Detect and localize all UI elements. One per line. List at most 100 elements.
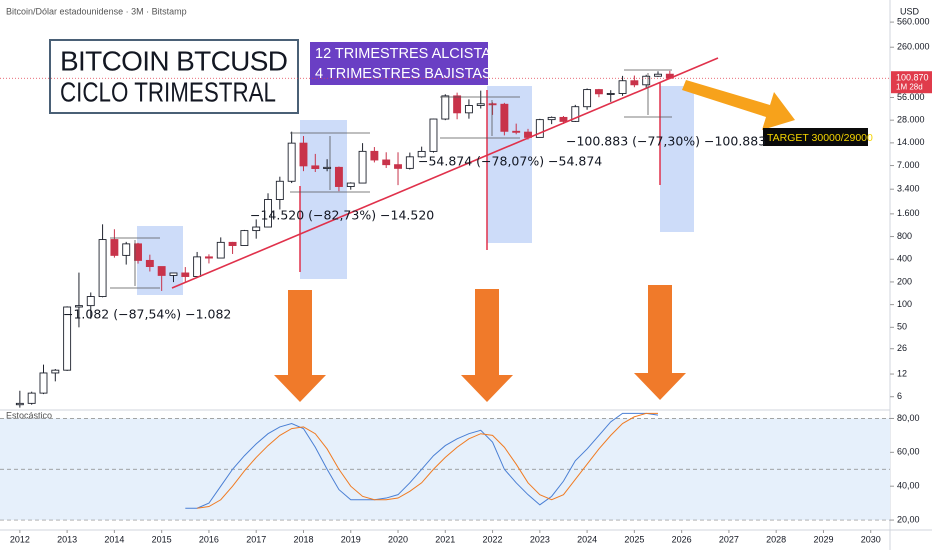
candle-body [311, 165, 320, 169]
y-tick-label: 80,00 [897, 413, 920, 423]
stoch-line [197, 412, 659, 509]
candle-body [476, 103, 485, 106]
measure-label: −100.883 (−77,30%) −100.883 [566, 134, 766, 149]
y-tick-label: 200 [897, 276, 912, 286]
range-box [487, 86, 532, 243]
candle-body [287, 142, 296, 182]
x-tick-label: 2029 [813, 534, 833, 544]
y-tick-label: 3.400 [897, 184, 920, 194]
target-box [763, 128, 868, 146]
x-tick-label: 2030 [861, 534, 881, 544]
x-tick-label: 2013 [57, 534, 77, 544]
candle-body [39, 372, 48, 394]
candle-body [27, 392, 36, 404]
candle-body [240, 230, 249, 246]
x-tick-label: 2014 [104, 534, 124, 544]
range-box [300, 120, 347, 279]
candle-body [323, 166, 332, 169]
candle-body [157, 266, 166, 276]
measure-brackets [110, 69, 672, 289]
candle-body [464, 105, 473, 114]
candle-body [216, 241, 225, 259]
candle-body [63, 306, 72, 371]
x-tick-label: 2016 [199, 534, 219, 544]
candle-body [86, 296, 95, 307]
x-tick-label: 2015 [152, 534, 172, 544]
candle-body [169, 272, 178, 276]
candle-body [299, 142, 308, 167]
candle-body [264, 199, 272, 228]
last-price-label: 100.870 [896, 73, 929, 83]
pane-title: Estocástico [6, 410, 52, 420]
candle-body [181, 272, 190, 277]
y-tick-label: 14.000 [897, 137, 925, 147]
candle-body [74, 305, 83, 308]
x-tick-label: 2025 [624, 534, 644, 544]
candle-body [98, 239, 107, 297]
trend-line [171, 57, 719, 289]
candles [15, 70, 674, 408]
y-tick-label: 28.000 [897, 115, 925, 125]
y-tick-label: 560.000 [897, 16, 930, 26]
y-tick-label: 40,00 [897, 481, 920, 491]
candle-body [334, 166, 343, 187]
y-tick-label: 260.000 [897, 42, 930, 52]
candle-body [228, 241, 237, 246]
y-tick-label: 6 [897, 391, 902, 401]
candle-body [594, 89, 603, 95]
candle-body [642, 75, 651, 86]
x-tick-label: 2028 [766, 534, 786, 544]
candle-body [370, 150, 379, 161]
y-tick-label: 12 [897, 368, 907, 378]
title-box [49, 39, 299, 114]
candle-body [382, 159, 391, 166]
candle-body [145, 259, 154, 268]
y-tick-label: 20,00 [897, 514, 920, 524]
y-tick-label: 60,00 [897, 447, 920, 457]
candle-body [559, 116, 568, 122]
y-tick-label: 800 [897, 231, 912, 241]
x-tick-label: 2018 [293, 534, 313, 544]
y-tick-label: 50 [897, 322, 907, 332]
candle-body [654, 73, 662, 77]
x-tick-label: 2024 [577, 534, 597, 544]
candle-body [405, 156, 414, 169]
candle-body [51, 369, 60, 374]
x-tick-label: 2023 [530, 534, 550, 544]
title-line: BITCOIN BTCUSD [60, 45, 288, 76]
x-tick-label: 2019 [341, 534, 361, 544]
candle-body [571, 106, 580, 122]
stoch-line [185, 412, 659, 509]
candle-body [429, 118, 438, 152]
candle-body [252, 226, 261, 232]
candle-body [488, 103, 497, 106]
y-tick-label: 7.000 [897, 160, 920, 170]
target-label: TARGET 30000/29000 [767, 132, 873, 144]
candle-body [441, 95, 450, 120]
range-box [137, 226, 183, 295]
arrow [634, 285, 686, 400]
currency: USD [900, 6, 920, 16]
down-arrows [274, 285, 686, 402]
candle-body [204, 256, 213, 259]
drawings [137, 86, 694, 295]
y-tick-label: 100 [897, 299, 912, 309]
candle-body [630, 80, 639, 86]
last-price-box [891, 71, 932, 94]
note-line: 12 TRIMESTRES ALCISTAS [315, 46, 501, 62]
drawings: BITCOIN BTCUSD CICLO TRIMESTRAL 12 TRIME… [49, 39, 873, 402]
candle-body [618, 80, 627, 94]
candle-body [583, 89, 592, 108]
candle-body [547, 116, 556, 121]
y-tick-label: 1.600 [897, 208, 920, 218]
header: Bitcoin/Dólar estadounidense · 3M · Bits… [6, 6, 187, 16]
measure-label: −54.874 (−78,07%) −54.874 [418, 154, 602, 169]
candle-body [606, 93, 615, 95]
countdown: 1M 28d [896, 82, 923, 91]
candle-body [394, 164, 402, 169]
candle-body [512, 130, 521, 133]
title-line: CICLO TRIMESTRAL [60, 76, 276, 107]
x-tick-label: 2022 [483, 534, 503, 544]
candle-body [193, 256, 202, 277]
